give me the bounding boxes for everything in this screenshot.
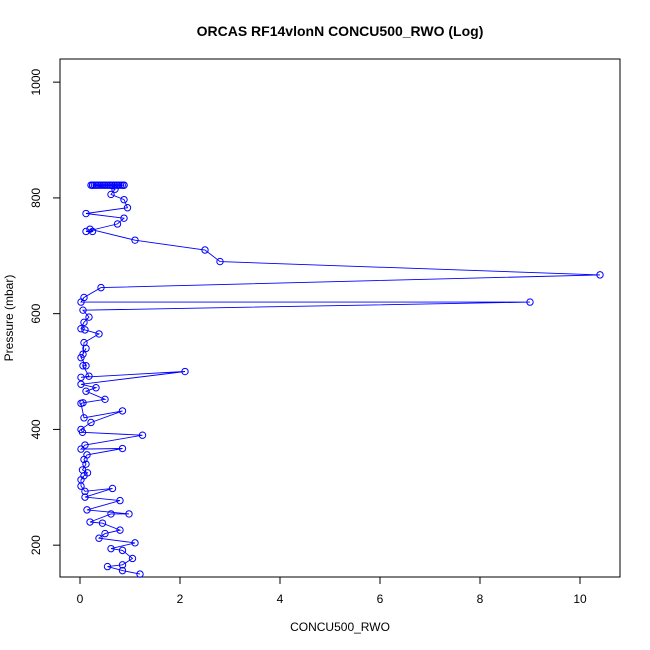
data-point	[596, 271, 604, 279]
data-point	[103, 562, 112, 571]
x-tick-label: 6	[377, 592, 384, 606]
data-point	[107, 544, 115, 553]
x-tick-label: 2	[177, 592, 184, 606]
data-point	[118, 444, 127, 453]
data-point	[81, 487, 89, 496]
y-tick-label: 600	[29, 303, 43, 323]
x-axis-label: CONCU500_RWO	[290, 620, 390, 634]
data-point	[87, 418, 95, 427]
data-point	[181, 367, 189, 376]
data-point	[85, 313, 93, 321]
data-point	[95, 330, 103, 338]
y-tick-label: 800	[29, 188, 43, 208]
plot-frame	[59, 58, 621, 578]
data-point	[79, 350, 87, 358]
chart-title: ORCAS RF14vlonN CONCU500_RWO (Log)	[197, 23, 484, 39]
data-point	[77, 325, 85, 333]
data-point	[136, 570, 144, 578]
data-point	[82, 387, 90, 395]
series-path	[79, 184, 601, 575]
data-point	[79, 399, 87, 407]
data-point	[86, 518, 94, 526]
y-tick-label: 400	[29, 419, 43, 439]
data-point	[107, 190, 115, 199]
data-point	[113, 220, 122, 228]
data-point	[77, 425, 85, 434]
data-point	[80, 338, 88, 347]
data-point	[82, 362, 90, 370]
data-point	[201, 246, 209, 254]
data-point	[123, 204, 132, 212]
data-point	[81, 493, 89, 501]
data-point	[101, 529, 109, 538]
y-tick-label: 200	[29, 535, 43, 555]
data-point	[95, 534, 103, 542]
x-tick-label: 0	[77, 592, 84, 606]
data-point	[131, 539, 139, 547]
data-point	[80, 318, 88, 327]
data-point	[101, 395, 109, 404]
data-point	[128, 554, 137, 563]
data-point	[118, 407, 127, 415]
data-point	[86, 225, 94, 233]
data-point	[92, 384, 100, 392]
data-point	[131, 236, 139, 244]
data-point	[85, 372, 93, 380]
data-point	[526, 298, 534, 306]
data-point	[107, 510, 115, 518]
series-line	[79, 184, 601, 575]
x-tick-label: 8	[477, 592, 484, 606]
data-point	[83, 451, 91, 459]
data-point	[116, 526, 124, 534]
data-point	[118, 546, 127, 555]
data-point	[81, 326, 89, 334]
data-point	[120, 214, 128, 222]
data-point	[98, 519, 107, 527]
x-tick-label: 10	[573, 592, 587, 606]
data-point	[125, 510, 133, 518]
data-point	[78, 466, 87, 474]
data-point	[83, 506, 91, 514]
data-point	[79, 306, 87, 314]
data-point	[116, 496, 124, 505]
data-point	[82, 460, 90, 468]
x-axis: 0 2 4 6 8 10	[77, 577, 587, 606]
data-point	[120, 195, 128, 204]
data-point	[138, 431, 147, 439]
data-point	[80, 293, 88, 302]
data-point	[81, 441, 89, 449]
y-axis: 200 400 600 800 1000	[29, 68, 60, 555]
data-point	[97, 283, 105, 292]
data-point	[108, 484, 117, 493]
data-point	[79, 362, 87, 370]
y-axis-label: Pressure (mbar)	[2, 275, 16, 362]
data-point	[77, 380, 85, 388]
series-points	[77, 181, 604, 578]
data-point	[216, 257, 224, 266]
data-point	[118, 561, 127, 569]
y-tick-label: 1000	[29, 68, 43, 95]
data-point	[82, 227, 90, 236]
data-point	[80, 414, 88, 422]
data-point	[118, 566, 127, 575]
data-point	[77, 373, 85, 382]
x-tick-label: 4	[277, 592, 284, 606]
data-point	[77, 445, 85, 453]
data-point	[120, 181, 128, 189]
data-point	[82, 209, 90, 218]
